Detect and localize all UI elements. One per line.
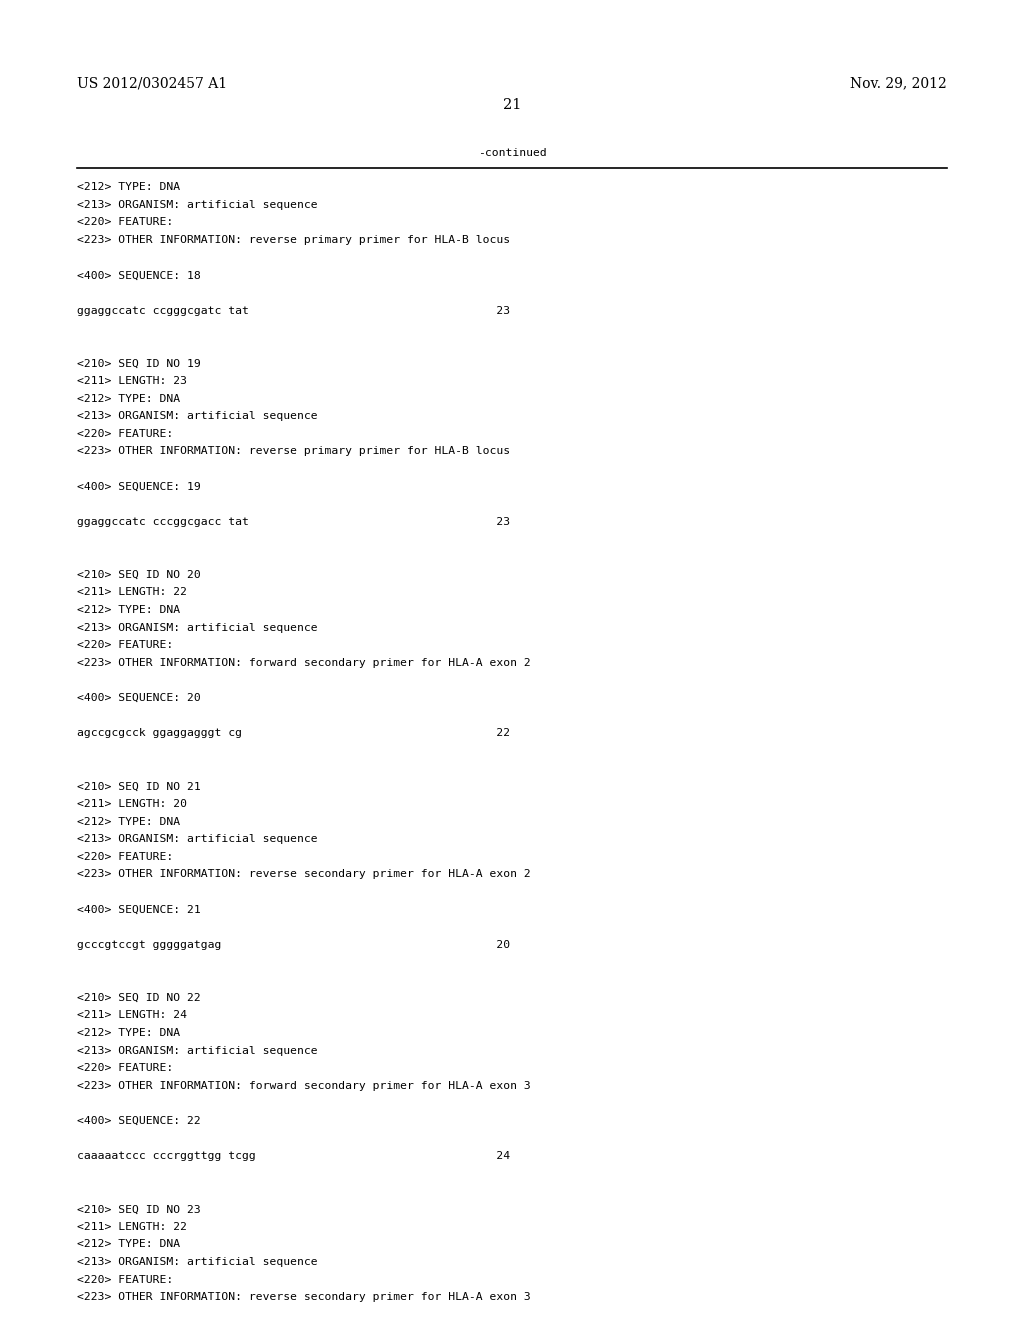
Text: <400> SEQUENCE: 22: <400> SEQUENCE: 22 <box>77 1117 201 1126</box>
Text: <400> SEQUENCE: 21: <400> SEQUENCE: 21 <box>77 904 201 915</box>
Text: <213> ORGANISM: artificial sequence: <213> ORGANISM: artificial sequence <box>77 623 317 632</box>
Text: <223> OTHER INFORMATION: reverse primary primer for HLA-B locus: <223> OTHER INFORMATION: reverse primary… <box>77 446 510 457</box>
Text: <223> OTHER INFORMATION: reverse primary primer for HLA-B locus: <223> OTHER INFORMATION: reverse primary… <box>77 235 510 246</box>
Text: ggaggccatc cccggcgacc tat                                    23: ggaggccatc cccggcgacc tat 23 <box>77 517 510 527</box>
Text: <213> ORGANISM: artificial sequence: <213> ORGANISM: artificial sequence <box>77 834 317 845</box>
Text: <212> TYPE: DNA: <212> TYPE: DNA <box>77 817 180 826</box>
Text: <210> SEQ ID NO 21: <210> SEQ ID NO 21 <box>77 781 201 791</box>
Text: <211> LENGTH: 22: <211> LENGTH: 22 <box>77 587 186 598</box>
Text: <213> ORGANISM: artificial sequence: <213> ORGANISM: artificial sequence <box>77 412 317 421</box>
Text: <400> SEQUENCE: 19: <400> SEQUENCE: 19 <box>77 482 201 492</box>
Text: Nov. 29, 2012: Nov. 29, 2012 <box>851 77 947 91</box>
Text: <212> TYPE: DNA: <212> TYPE: DNA <box>77 1028 180 1038</box>
Text: <220> FEATURE:: <220> FEATURE: <box>77 218 173 227</box>
Text: <223> OTHER INFORMATION: reverse secondary primer for HLA-A exon 3: <223> OTHER INFORMATION: reverse seconda… <box>77 1292 530 1303</box>
Text: <210> SEQ ID NO 19: <210> SEQ ID NO 19 <box>77 359 201 368</box>
Text: <220> FEATURE:: <220> FEATURE: <box>77 429 173 438</box>
Text: <223> OTHER INFORMATION: reverse secondary primer for HLA-A exon 2: <223> OTHER INFORMATION: reverse seconda… <box>77 870 530 879</box>
Text: <223> OTHER INFORMATION: forward secondary primer for HLA-A exon 3: <223> OTHER INFORMATION: forward seconda… <box>77 1081 530 1090</box>
Text: <400> SEQUENCE: 18: <400> SEQUENCE: 18 <box>77 271 201 280</box>
Text: US 2012/0302457 A1: US 2012/0302457 A1 <box>77 77 227 91</box>
Text: <400> SEQUENCE: 20: <400> SEQUENCE: 20 <box>77 693 201 704</box>
Text: <210> SEQ ID NO 22: <210> SEQ ID NO 22 <box>77 993 201 1003</box>
Text: <210> SEQ ID NO 20: <210> SEQ ID NO 20 <box>77 570 201 579</box>
Text: <213> ORGANISM: artificial sequence: <213> ORGANISM: artificial sequence <box>77 199 317 210</box>
Text: caaaaatccc cccrggttgg tcgg                                   24: caaaaatccc cccrggttgg tcgg 24 <box>77 1151 510 1162</box>
Text: -continued: -continued <box>477 148 547 158</box>
Text: <210> SEQ ID NO 23: <210> SEQ ID NO 23 <box>77 1204 201 1214</box>
Text: <211> LENGTH: 23: <211> LENGTH: 23 <box>77 376 186 385</box>
Text: <220> FEATURE:: <220> FEATURE: <box>77 851 173 862</box>
Text: agccgcgcck ggaggagggt cg                                     22: agccgcgcck ggaggagggt cg 22 <box>77 729 510 738</box>
Text: <212> TYPE: DNA: <212> TYPE: DNA <box>77 1239 180 1250</box>
Text: <212> TYPE: DNA: <212> TYPE: DNA <box>77 393 180 404</box>
Text: <212> TYPE: DNA: <212> TYPE: DNA <box>77 182 180 193</box>
Text: 21: 21 <box>503 98 521 112</box>
Text: <211> LENGTH: 22: <211> LENGTH: 22 <box>77 1222 186 1232</box>
Text: <220> FEATURE:: <220> FEATURE: <box>77 1275 173 1284</box>
Text: <213> ORGANISM: artificial sequence: <213> ORGANISM: artificial sequence <box>77 1257 317 1267</box>
Text: <212> TYPE: DNA: <212> TYPE: DNA <box>77 605 180 615</box>
Text: ggaggccatc ccgggcgatc tat                                    23: ggaggccatc ccgggcgatc tat 23 <box>77 305 510 315</box>
Text: <213> ORGANISM: artificial sequence: <213> ORGANISM: artificial sequence <box>77 1045 317 1056</box>
Text: <220> FEATURE:: <220> FEATURE: <box>77 640 173 651</box>
Text: <223> OTHER INFORMATION: forward secondary primer for HLA-A exon 2: <223> OTHER INFORMATION: forward seconda… <box>77 657 530 668</box>
Text: <220> FEATURE:: <220> FEATURE: <box>77 1064 173 1073</box>
Text: <211> LENGTH: 24: <211> LENGTH: 24 <box>77 1010 186 1020</box>
Text: <211> LENGTH: 20: <211> LENGTH: 20 <box>77 799 186 809</box>
Text: gcccgtccgt gggggatgag                                        20: gcccgtccgt gggggatgag 20 <box>77 940 510 950</box>
